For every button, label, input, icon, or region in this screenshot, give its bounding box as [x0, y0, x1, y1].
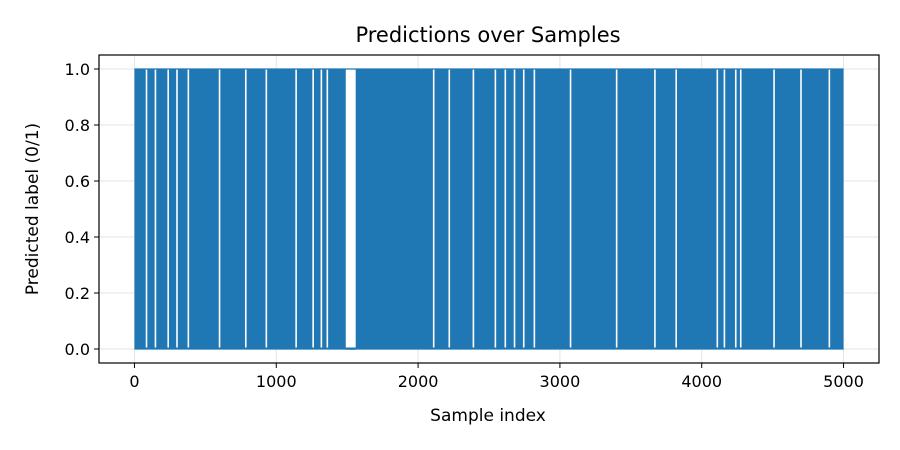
x-tick-label: 3000	[540, 372, 581, 391]
x-tick-label: 1000	[256, 372, 297, 391]
plot-area	[134, 68, 844, 350]
y-tick-label: 0.4	[65, 228, 90, 247]
zero-run-gap	[345, 68, 356, 348]
y-tick-label: 0.6	[65, 172, 90, 191]
x-tick-label: 0	[129, 372, 139, 391]
x-tick-label: 5000	[823, 372, 864, 391]
x-tick-label: 4000	[681, 372, 722, 391]
axes-frame	[98, 54, 880, 364]
y-axis-ticks: 0.0 0.2 0.4 0.6 0.8 1.0	[65, 60, 99, 359]
prediction-series-band	[134, 69, 844, 349]
y-tick-label: 1.0	[65, 60, 90, 79]
y-axis-label: Predicted label (0/1)	[23, 123, 43, 295]
x-axis-label: Sample index	[430, 406, 546, 426]
y-tick-label: 0.8	[65, 116, 90, 135]
x-axis-ticks: 0 1000 2000 3000 4000 5000	[129, 363, 864, 391]
chart-title: Predictions over Samples	[355, 23, 620, 47]
y-tick-label: 0.0	[65, 340, 90, 359]
x-tick-label: 2000	[398, 372, 439, 391]
y-tick-label: 0.2	[65, 284, 90, 303]
